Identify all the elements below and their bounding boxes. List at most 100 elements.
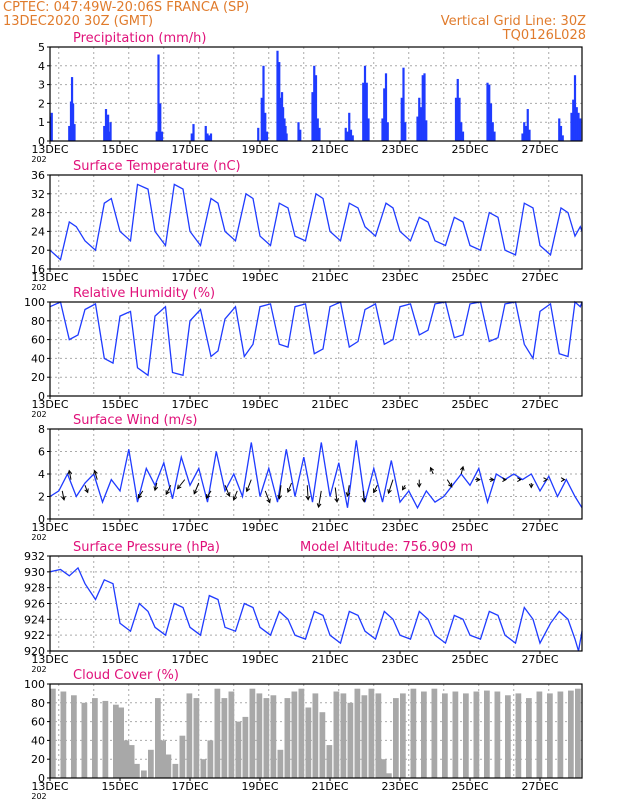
x-tick-label: 15DEC — [101, 271, 138, 284]
cloud-column — [102, 700, 109, 778]
cloud-column — [568, 690, 574, 778]
x-tick-label: 25DEC — [451, 398, 488, 411]
precip-bar — [311, 92, 314, 141]
panel-pres — [47, 555, 583, 654]
panel-subtitle: Model Altitude: 756.909 m — [300, 540, 473, 555]
x-tick-label: 15DEC — [101, 653, 138, 666]
x-tick-label: 23DEC — [381, 398, 418, 411]
cloud-column — [421, 691, 427, 778]
cloud-column — [71, 695, 77, 778]
precip-bar — [402, 67, 405, 141]
x-tick-label: 21DEC — [311, 521, 348, 534]
wind-arrow-head — [361, 497, 367, 503]
wind-arrow-head — [232, 495, 238, 501]
precip-bar — [386, 122, 389, 141]
wind-arrow-head — [402, 485, 407, 491]
cloud-column — [340, 693, 347, 778]
x-year-label: 202 — [31, 792, 46, 800]
wind-arrow — [528, 483, 534, 489]
cloud-column — [193, 698, 200, 778]
precip-bar — [577, 112, 580, 141]
cloud-column — [400, 693, 406, 778]
y-tick-label: 5 — [38, 41, 45, 54]
wind-arrow-shaft — [362, 490, 365, 502]
panel-frame — [49, 174, 583, 270]
wind-arrow-shaft — [334, 487, 338, 502]
cloud-column — [291, 691, 298, 778]
cloud-column — [256, 693, 263, 778]
wind-arrow-head — [84, 488, 89, 494]
wind-arrow-shaft — [318, 490, 322, 508]
cloud-column — [354, 688, 361, 778]
panel-frame — [49, 683, 583, 779]
x-tick-label: 15DEC — [101, 521, 138, 534]
wind-arrow — [245, 479, 252, 493]
x-tick-label: 17DEC — [171, 271, 208, 284]
cloud-column — [221, 698, 228, 778]
wind-arrow — [264, 490, 271, 504]
precip-bar — [72, 103, 75, 141]
precip-bar — [313, 65, 316, 141]
y-tick-label: 2 — [38, 97, 45, 110]
wind-arrow-shaft — [430, 467, 434, 475]
y-tick-label: 1 — [38, 116, 45, 129]
panel-title: Relative Humidity (%) — [73, 286, 215, 301]
cloud-column — [368, 688, 375, 778]
x-tick-label: 23DEC — [381, 653, 418, 666]
header-run-id: TQ0126L028 — [502, 28, 586, 43]
y-tick-label: 922 — [24, 629, 45, 642]
wind-arrow-head — [93, 469, 98, 475]
precip-bar — [456, 78, 459, 141]
cloud-column — [547, 693, 553, 778]
precip-bar — [489, 103, 493, 141]
y-tick-label: 926 — [24, 598, 45, 611]
x-year-label: 202 — [31, 283, 46, 292]
precip-bar — [204, 125, 207, 141]
y-tick-label: 0 — [38, 390, 45, 403]
cloud-column — [557, 691, 564, 778]
precip-bar — [460, 122, 463, 141]
x-tick-label: 13DEC — [31, 653, 68, 666]
rh-series-line — [49, 300, 583, 377]
x-tick-label: 19DEC — [241, 653, 278, 666]
wind-arrow-shaft — [233, 490, 238, 501]
wind-arrow — [84, 485, 89, 494]
wind-arrow-shaft — [165, 485, 172, 495]
precip-bar — [454, 97, 458, 141]
wind-arrow — [373, 485, 378, 494]
x-tick-label: 19DEC — [241, 780, 278, 793]
wind-arrow-head — [345, 492, 351, 498]
wind-arrow — [560, 477, 566, 482]
precip-bar — [575, 107, 578, 141]
x-tick-label: 17DEC — [171, 143, 208, 156]
wind-arrow-head — [543, 477, 549, 482]
cloud-column — [431, 688, 438, 778]
precip-bar — [73, 124, 76, 141]
cloud-column — [361, 695, 368, 778]
precip-bar — [159, 103, 162, 141]
precip-bar — [423, 73, 426, 141]
precip-bar — [491, 122, 494, 141]
precip-bar — [344, 127, 347, 141]
precip-bar — [526, 109, 529, 141]
precip-bar — [523, 122, 526, 141]
y-tick-label: 100 — [24, 678, 45, 691]
x-tick-label: 19DEC — [241, 271, 278, 284]
wind-arrow — [176, 479, 186, 490]
wind-arrow-shaft — [278, 485, 282, 499]
cloud-column — [536, 691, 543, 778]
precip-bar — [421, 75, 424, 141]
cloud-column — [410, 688, 417, 778]
precip-bar — [486, 82, 489, 141]
precip-bar — [318, 127, 321, 141]
wind-arrow — [517, 477, 522, 482]
wind-arrow-head — [517, 477, 522, 482]
panel-title: Surface Pressure (hPa) — [73, 540, 220, 555]
cloud-column — [515, 693, 522, 778]
cloud-column — [155, 698, 161, 778]
precip-bar — [260, 97, 263, 141]
cloud-column — [473, 691, 480, 778]
cloud-column — [228, 691, 235, 778]
cloud-column — [235, 721, 242, 778]
precip-bar — [107, 114, 110, 141]
